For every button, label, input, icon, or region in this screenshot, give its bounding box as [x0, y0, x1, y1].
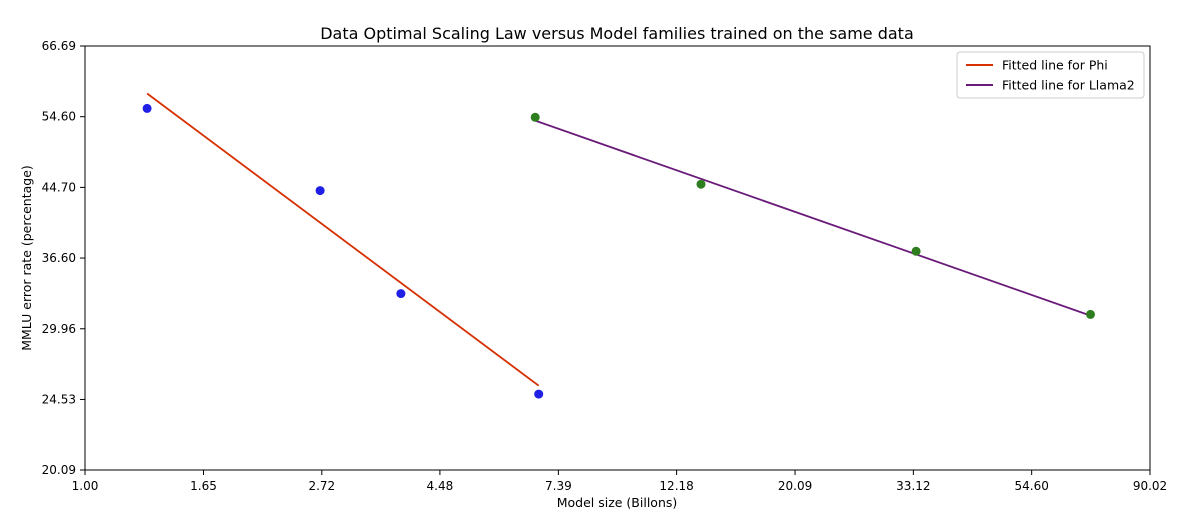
y-tick-label: 36.60	[42, 251, 76, 265]
data-point	[530, 112, 540, 122]
y-axis: 20.09 24.53 29.96 36.60 44.70 54.60 66.69	[42, 39, 85, 477]
data-point	[396, 289, 406, 299]
data-point	[911, 246, 921, 256]
x-tick-label: 1.65	[190, 479, 217, 493]
plot-frame	[84, 45, 1151, 471]
x-tick-label: 20.09	[778, 479, 812, 493]
y-tick-label: 24.53	[42, 392, 76, 406]
x-tick-label: 12.18	[659, 479, 693, 493]
legend: Fitted line for Phi Fitted line for Llama…	[956, 51, 1145, 99]
x-tick-label: 4.48	[427, 479, 454, 493]
data-point	[315, 186, 325, 196]
plot-area	[142, 92, 1095, 399]
data-point	[534, 389, 544, 399]
y-tick-label: 54.60	[42, 110, 76, 124]
x-tick-label: 33.12	[896, 479, 930, 493]
data-point	[1086, 309, 1095, 319]
legend-label: Fitted line for Llama2	[1002, 78, 1135, 93]
y-tick-label: 44.70	[42, 180, 76, 194]
y-tick-label: 66.69	[42, 39, 76, 53]
x-axis: 1.00 1.65 2.72 4.48 7.39 12.18 20.09 33.12 54.60…	[72, 470, 1167, 493]
x-tick-label: 1.00	[72, 479, 99, 493]
x-tick-label: 7.39	[545, 479, 572, 493]
legend-label: Fitted line for Phi	[1002, 58, 1108, 73]
y-tick-label: 29.96	[42, 322, 76, 336]
y-tick-label: 20.09	[42, 463, 76, 477]
fitted-line	[146, 92, 540, 387]
x-tick-label: 90.02	[1133, 479, 1167, 493]
chart-title: Data Optimal Scaling Law versus Model fa…	[320, 24, 914, 43]
legend-box	[956, 51, 1145, 99]
x-tick-label: 2.72	[308, 479, 335, 493]
y-axis-label: MMLU error rate (percentage)	[19, 165, 34, 351]
fitted-line	[534, 119, 1091, 317]
x-axis-label: Model size (Billons)	[557, 495, 678, 510]
data-point	[142, 103, 152, 113]
x-tick-label: 54.60	[1014, 479, 1048, 493]
data-point	[696, 179, 706, 189]
